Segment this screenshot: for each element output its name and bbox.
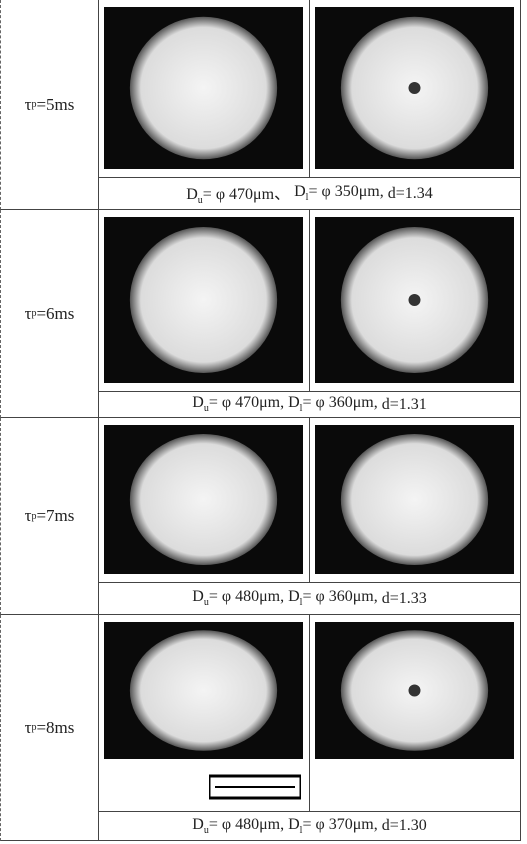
ratio: d=1.31 (382, 396, 427, 414)
caption-d: Dl= φ 370μm, (288, 816, 378, 836)
caption-d: Dl= φ 360μm, (288, 588, 378, 608)
caption: Du= φ 470μm,Dl= φ 360μm,d=1.31 (99, 392, 521, 418)
caption-d: Du= φ 470μm、 (186, 180, 290, 206)
image-cell (310, 0, 521, 178)
d-symbol: D (288, 394, 300, 411)
spot (341, 434, 488, 565)
d-symbol: D (294, 183, 306, 200)
caption-d: Dl= φ 350μm, (294, 183, 384, 203)
caption-d: Du= φ 480μm, (192, 816, 284, 836)
d-value: = φ 360μm, (302, 394, 377, 411)
d-value: = φ 480μm, (209, 816, 284, 833)
micrograph (104, 622, 303, 759)
spot (130, 227, 277, 373)
caption-d: Dl= φ 360μm, (288, 394, 378, 414)
micrograph (104, 7, 303, 169)
image-cell (99, 615, 310, 812)
image-cell (310, 210, 521, 392)
image-cell (99, 210, 310, 392)
micrograph (315, 7, 514, 169)
label-value: =6ms (36, 304, 74, 324)
d-value: = φ 470μm、 (203, 186, 290, 203)
crater (409, 82, 421, 94)
image-cell (99, 0, 310, 178)
d-value: = φ 480μm, (209, 588, 284, 605)
d-symbol: D (192, 588, 204, 605)
tau: τ (25, 506, 32, 526)
d-symbol: D (186, 186, 198, 203)
micrograph (315, 217, 514, 383)
d-symbol: D (192, 394, 204, 411)
d-symbol: D (288, 816, 300, 833)
micrograph (315, 622, 514, 759)
d-value: = φ 370μm, (302, 816, 377, 833)
spot (130, 17, 277, 160)
micrograph (104, 217, 303, 383)
label-value: =5ms (36, 95, 74, 115)
spot (130, 434, 277, 565)
ratio: d=1.30 (382, 817, 427, 835)
caption: Du= φ 470μm、Dl= φ 350μm,d=1.34 (99, 178, 521, 210)
crater (409, 294, 421, 306)
tau: τ (25, 304, 32, 324)
tau: τ (25, 95, 32, 115)
spot (130, 630, 277, 751)
label-value: =8ms (36, 718, 74, 738)
d-value: = φ 360μm, (302, 588, 377, 605)
caption: Du= φ 480μm,Dl= φ 370μm,d=1.30 (99, 812, 521, 841)
image-cell (310, 418, 521, 583)
micrograph (104, 425, 303, 574)
ratio: d=1.34 (388, 185, 433, 203)
caption-d: Du= φ 480μm, (192, 588, 284, 608)
image-cell (99, 418, 310, 583)
crater (409, 685, 421, 697)
scale-bar (209, 772, 301, 802)
page: τp=5msDu= φ 470μm、Dl= φ 350μm,d=1.34τp=6… (0, 0, 527, 844)
d-value: = φ 350μm, (308, 183, 383, 200)
image-cell (310, 615, 521, 812)
ratio: d=1.33 (382, 590, 427, 608)
micrograph (315, 425, 514, 574)
d-symbol: D (288, 588, 300, 605)
label-value: =7ms (36, 506, 74, 526)
d-value: = φ 470μm, (209, 394, 284, 411)
tau: τ (25, 718, 32, 738)
caption: Du= φ 480μm,Dl= φ 360μm,d=1.33 (99, 583, 521, 615)
caption-d: Du= φ 470μm, (192, 394, 284, 414)
d-symbol: D (192, 816, 204, 833)
